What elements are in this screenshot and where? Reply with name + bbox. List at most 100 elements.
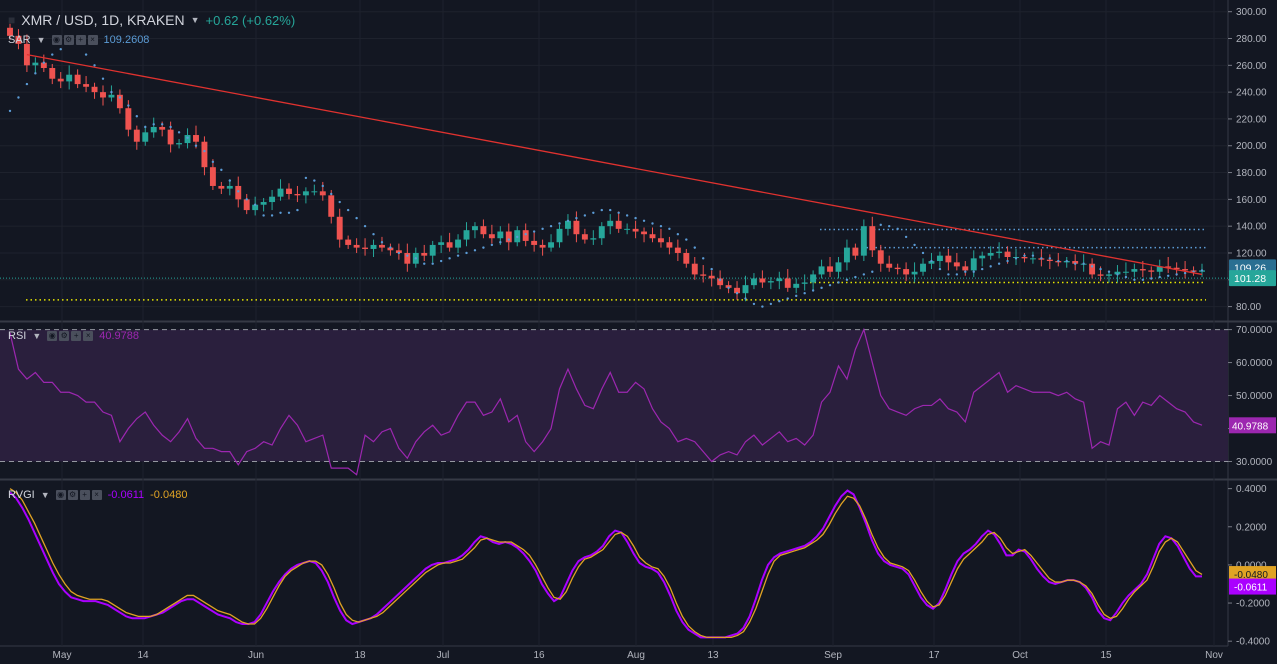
candle-body [987, 252, 994, 256]
sar-dot [947, 273, 950, 276]
rvgi-signal-tag-text: -0.0480 [1234, 570, 1268, 581]
candle-body [167, 129, 174, 145]
sar-dot [997, 262, 1001, 265]
sar-dot [262, 214, 265, 217]
candle-body [133, 129, 140, 142]
candle-body [979, 255, 986, 259]
candle-body [336, 216, 343, 240]
chevron-down-icon[interactable]: ▼ [36, 35, 46, 45]
sar-dot [668, 227, 671, 231]
dropdown-icon[interactable]: ■ [8, 13, 16, 27]
settings-icon[interactable]: ⚙ [59, 331, 70, 341]
sar-dot [549, 224, 553, 228]
candle-body [269, 196, 276, 203]
y-tick-label: 180.00 [1236, 168, 1267, 179]
sar-label[interactable]: SAR [8, 34, 31, 46]
eye-icon[interactable]: ◉ [51, 35, 62, 45]
candle-body [759, 278, 766, 283]
rvgi-value-signal: -0.0480 [150, 489, 188, 501]
sar-dot [363, 224, 367, 228]
indicator-toolbar[interactable]: ◉ ⚙ + × [47, 331, 94, 341]
rvgi-label[interactable]: RVGI [8, 489, 35, 501]
close-icon[interactable]: × [83, 331, 94, 341]
candle-body [725, 285, 732, 288]
candle-body [100, 92, 106, 98]
candle-body [657, 238, 664, 243]
sar-dot [964, 270, 967, 273]
sar-dot [287, 211, 291, 214]
sar-dot [304, 176, 308, 180]
candle-body [505, 231, 512, 243]
settings-icon[interactable]: ⚙ [67, 490, 78, 500]
sar-dot [1175, 273, 1178, 276]
rvgi-signal-line [9, 488, 1203, 639]
candle-body [1046, 259, 1053, 262]
y-tick-label: 200.00 [1236, 141, 1267, 152]
indicator-toolbar[interactable]: ◉ ⚙ + × [55, 490, 102, 500]
sar-dot [101, 77, 105, 80]
rsi-band [0, 329, 1228, 462]
more-icon[interactable]: + [71, 331, 82, 341]
rvgi-tick-label: 0.4000 [1236, 484, 1267, 495]
candle-body [286, 188, 292, 194]
sar-dot [8, 109, 12, 113]
candle-body [32, 62, 39, 66]
chevron-down-icon[interactable]: ▼ [190, 15, 200, 25]
sar-dot [828, 283, 832, 287]
y-tick-label: 300.00 [1236, 7, 1267, 18]
chevron-down-icon[interactable]: ▼ [40, 490, 50, 500]
close-icon[interactable]: × [87, 35, 98, 45]
sar-dot [524, 233, 527, 236]
rvgi-tick-label: -0.4000 [1236, 637, 1270, 648]
sar-dot [1040, 257, 1043, 260]
sar-dot [1023, 254, 1026, 257]
sar-dot [718, 278, 722, 281]
sar-dot [642, 219, 646, 223]
candle-body [455, 239, 462, 248]
chevron-down-icon[interactable]: ▼ [32, 331, 42, 341]
y-tick-label: 80.00 [1236, 302, 1261, 313]
sar-dot [245, 198, 248, 201]
sar-dot [380, 241, 384, 244]
price-label-text: 101.28 [1234, 273, 1266, 285]
sar-dot [1073, 262, 1077, 265]
more-icon[interactable]: + [75, 35, 86, 45]
candle-body [1148, 270, 1155, 272]
candle-body [7, 27, 13, 36]
sar-dot [51, 53, 54, 56]
rvgi-tick-label: -0.2000 [1236, 599, 1270, 610]
symbol-title[interactable]: XMR / USD, 1D, KRAKEN [21, 12, 185, 28]
sar-dot [1107, 270, 1111, 273]
candle-body [353, 244, 360, 248]
settings-icon[interactable]: ⚙ [63, 35, 74, 45]
close-icon[interactable]: × [91, 490, 102, 500]
candle-body [328, 195, 335, 217]
candle-body [970, 258, 977, 271]
sar-dot [1200, 269, 1204, 272]
sar-dot [465, 251, 468, 255]
candle-body [1173, 267, 1180, 270]
sar-dot [499, 241, 502, 244]
eye-icon[interactable]: ◉ [47, 331, 58, 341]
sar-dot [871, 270, 874, 273]
candle-body [708, 275, 715, 279]
candle-body [66, 74, 73, 82]
sar-dot [659, 224, 663, 228]
more-icon[interactable]: + [79, 490, 90, 500]
sar-dot [152, 123, 155, 126]
sar-dot [211, 160, 215, 164]
x-tick-label: 15 [1100, 650, 1112, 661]
sar-dot [566, 219, 570, 223]
candle-body [463, 230, 470, 240]
candle-body [649, 234, 656, 239]
sar-dot [456, 254, 460, 257]
sar-dot [338, 200, 341, 204]
candle-body [801, 282, 808, 284]
candle-body [996, 251, 1003, 253]
eye-icon[interactable]: ◉ [55, 490, 66, 500]
rsi-label[interactable]: RSI [8, 330, 27, 342]
candle-body [776, 278, 783, 282]
indicator-toolbar[interactable]: ◉ ⚙ + × [51, 35, 98, 45]
candle-body [429, 244, 436, 256]
sar-dot [389, 246, 392, 249]
